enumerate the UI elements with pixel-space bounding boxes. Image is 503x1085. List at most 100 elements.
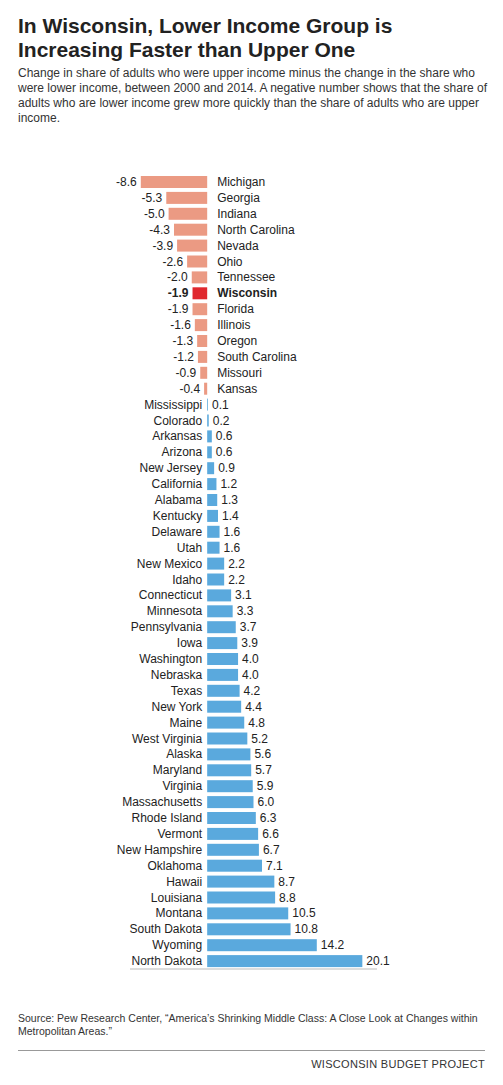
svg-text:6.0: 6.0 — [258, 795, 275, 809]
svg-text:4.0: 4.0 — [242, 652, 259, 666]
svg-text:5.7: 5.7 — [255, 763, 272, 777]
svg-text:1.2: 1.2 — [220, 477, 237, 491]
svg-text:-0.4: -0.4 — [179, 382, 200, 396]
svg-text:Kansas: Kansas — [217, 382, 257, 396]
svg-text:-1.9: -1.9 — [168, 286, 189, 300]
svg-text:0.1: 0.1 — [212, 398, 229, 412]
svg-text:New Mexico: New Mexico — [137, 557, 203, 571]
svg-text:New York: New York — [151, 700, 203, 714]
svg-text:Connecticut: Connecticut — [139, 588, 203, 602]
svg-text:Hawaii: Hawaii — [166, 875, 202, 889]
svg-text:-1.6: -1.6 — [170, 318, 191, 332]
svg-text:South Dakota: South Dakota — [129, 922, 202, 936]
svg-text:1.3: 1.3 — [221, 493, 238, 507]
svg-text:-1.2: -1.2 — [173, 350, 194, 364]
svg-text:3.7: 3.7 — [240, 620, 257, 634]
svg-text:7.1: 7.1 — [266, 859, 283, 873]
svg-text:Massachusetts: Massachusetts — [122, 795, 202, 809]
svg-text:2.2: 2.2 — [228, 557, 245, 571]
svg-text:-0.9: -0.9 — [176, 366, 197, 380]
svg-text:Illinois: Illinois — [217, 318, 250, 332]
svg-text:0.6: 0.6 — [216, 445, 233, 459]
svg-text:Arizona: Arizona — [162, 445, 203, 459]
svg-text:Louisiana: Louisiana — [151, 891, 203, 905]
svg-text:New Jersey: New Jersey — [140, 461, 203, 475]
svg-text:0.6: 0.6 — [216, 429, 233, 443]
svg-text:Wyoming: Wyoming — [152, 938, 202, 952]
svg-text:-8.6: -8.6 — [116, 175, 137, 189]
svg-text:Georgia: Georgia — [217, 191, 260, 205]
svg-text:Rhode Island: Rhode Island — [131, 811, 202, 825]
svg-text:Indiana: Indiana — [217, 207, 257, 221]
svg-text:20.1: 20.1 — [366, 954, 390, 968]
svg-text:Oklahoma: Oklahoma — [147, 859, 202, 873]
svg-text:2.2: 2.2 — [228, 573, 245, 587]
svg-text:1.4: 1.4 — [222, 509, 239, 523]
svg-text:10.5: 10.5 — [292, 906, 316, 920]
svg-text:8.8: 8.8 — [279, 891, 296, 905]
svg-text:-5.3: -5.3 — [142, 191, 163, 205]
svg-text:Delaware: Delaware — [151, 525, 202, 539]
svg-text:-5.0: -5.0 — [144, 207, 165, 221]
svg-text:1.6: 1.6 — [224, 541, 241, 555]
svg-text:-3.9: -3.9 — [152, 239, 173, 253]
svg-text:Michigan: Michigan — [217, 175, 265, 189]
svg-text:New Hampshire: New Hampshire — [117, 843, 203, 857]
svg-text:Oregon: Oregon — [217, 334, 257, 348]
svg-text:4.2: 4.2 — [244, 684, 261, 698]
svg-text:Colorado: Colorado — [153, 414, 202, 428]
svg-text:4.4: 4.4 — [245, 700, 262, 714]
svg-text:Alaska: Alaska — [166, 747, 202, 761]
svg-text:1.6: 1.6 — [224, 525, 241, 539]
svg-text:6.3: 6.3 — [260, 811, 277, 825]
svg-text:Maryland: Maryland — [153, 763, 202, 777]
svg-text:Texas: Texas — [171, 684, 202, 698]
svg-text:Idaho: Idaho — [172, 573, 202, 587]
svg-text:4.0: 4.0 — [242, 668, 259, 682]
svg-text:3.3: 3.3 — [237, 604, 254, 618]
svg-text:Montana: Montana — [155, 906, 202, 920]
svg-text:North Dakota: North Dakota — [131, 954, 202, 968]
svg-text:5.9: 5.9 — [257, 779, 274, 793]
svg-text:Nevada: Nevada — [217, 239, 259, 253]
svg-text:5.2: 5.2 — [251, 732, 268, 746]
svg-text:-1.9: -1.9 — [168, 302, 189, 316]
svg-text:4.8: 4.8 — [248, 716, 265, 730]
svg-text:-4.3: -4.3 — [149, 223, 170, 237]
svg-text:6.6: 6.6 — [262, 827, 279, 841]
svg-text:West Virginia: West Virginia — [132, 732, 203, 746]
svg-text:Utah: Utah — [177, 541, 202, 555]
svg-text:-2.0: -2.0 — [167, 270, 188, 284]
svg-text:0.9: 0.9 — [218, 461, 235, 475]
svg-text:Virginia: Virginia — [162, 779, 202, 793]
svg-text:North Carolina: North Carolina — [217, 223, 295, 237]
svg-text:California: California — [151, 477, 202, 491]
svg-text:Missouri: Missouri — [217, 366, 262, 380]
svg-text:14.2: 14.2 — [321, 938, 345, 952]
svg-text:Florida: Florida — [217, 302, 254, 316]
svg-text:Alabama: Alabama — [155, 493, 203, 507]
svg-text:0.2: 0.2 — [213, 414, 230, 428]
svg-text:3.9: 3.9 — [241, 636, 258, 650]
svg-text:Mississippi: Mississippi — [144, 398, 202, 412]
svg-text:Kentucky: Kentucky — [153, 509, 202, 523]
svg-text:-1.3: -1.3 — [172, 334, 193, 348]
svg-text:Wisconsin: Wisconsin — [217, 286, 277, 300]
svg-text:10.8: 10.8 — [295, 922, 319, 936]
svg-text:Maine: Maine — [170, 716, 203, 730]
svg-text:Washington: Washington — [139, 652, 202, 666]
svg-text:6.7: 6.7 — [263, 843, 280, 857]
svg-text:Vermont: Vermont — [157, 827, 202, 841]
svg-text:South Carolina: South Carolina — [217, 350, 297, 364]
svg-text:Iowa: Iowa — [177, 636, 203, 650]
svg-text:Ohio: Ohio — [217, 255, 243, 269]
svg-text:3.1: 3.1 — [235, 588, 252, 602]
svg-text:Minnesota: Minnesota — [147, 604, 203, 618]
svg-text:Pennsylvania: Pennsylvania — [131, 620, 203, 634]
svg-text:Nebraska: Nebraska — [151, 668, 203, 682]
svg-text:Arkansas: Arkansas — [152, 429, 202, 443]
svg-text:5.6: 5.6 — [254, 747, 271, 761]
svg-text:8.7: 8.7 — [278, 875, 295, 889]
svg-text:-2.6: -2.6 — [162, 255, 183, 269]
svg-text:Tennessee: Tennessee — [217, 270, 275, 284]
